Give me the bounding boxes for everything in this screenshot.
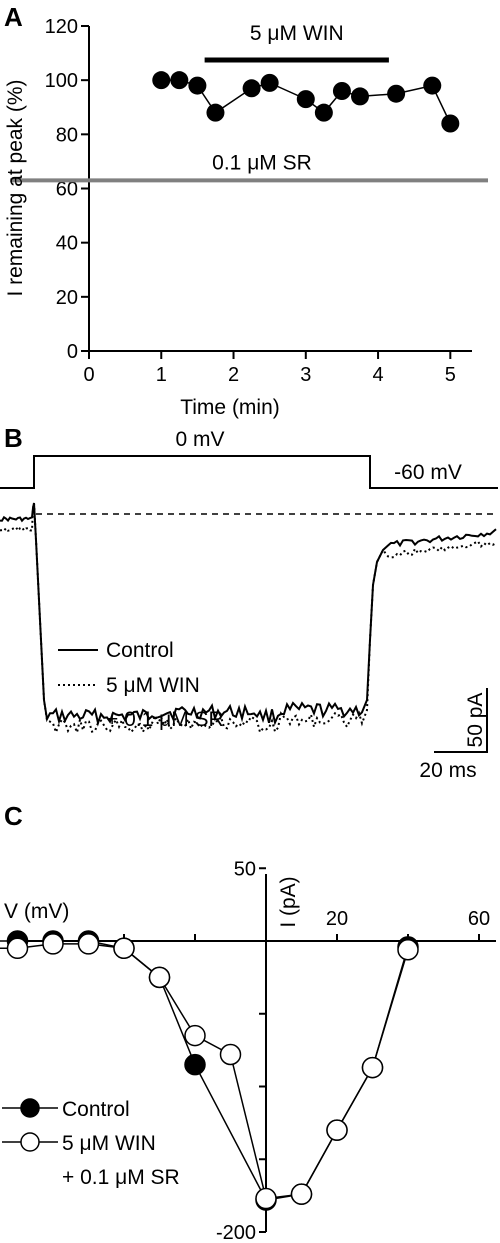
step-label-high: 0 mV <box>175 428 224 451</box>
win-sr-data-point <box>113 937 135 960</box>
data-point <box>332 82 351 100</box>
y-tick-label: 100 <box>45 70 78 92</box>
win-sr-data-point <box>6 937 29 960</box>
iv-series-line <box>0 943 409 1200</box>
panel-letter-b: B <box>4 423 23 453</box>
legend-win-sr-marker <box>20 1132 40 1152</box>
data-point <box>206 103 225 122</box>
win-sr-data-point <box>397 938 419 961</box>
x-tick-label: 4 <box>372 364 383 386</box>
panel-a-x-label: Time (min) <box>180 396 280 419</box>
panel-c-x-ticks: 20 60 <box>52 908 490 941</box>
win-sr-data-point <box>148 966 171 989</box>
win-sr-data-point <box>184 1024 206 1047</box>
panel-a-series <box>152 71 460 133</box>
panel-b: B 0 mV -60 mV Control 5 μM WIN + 0.1 μM … <box>0 423 498 782</box>
win-sr-data-point <box>77 933 100 955</box>
voltage-step-protocol <box>0 455 498 489</box>
y-tick-label: 80 <box>56 124 78 146</box>
panel-c-y-ticks: 50 -200 <box>216 858 266 1243</box>
y-tick-label: 50 <box>234 858 256 880</box>
legend-control-label: Control <box>106 639 174 662</box>
win-sr-data-point <box>326 1119 348 1141</box>
legend-win-sr-label-line2: + 0.1 μM SR <box>62 1166 180 1189</box>
x-tick-label: 2 <box>228 364 239 386</box>
y-tick-label: 20 <box>56 287 78 309</box>
sr-application-label: 0.1 μM SR <box>212 151 312 174</box>
data-point <box>387 84 406 103</box>
win-sr-data-point <box>219 1043 242 1066</box>
win-sr-data-point <box>255 1187 277 1210</box>
panel-a-y-label: I remaining at peak (%) <box>4 79 27 296</box>
panel-a-x-ticks: 0 1 2 3 4 5 <box>83 351 456 386</box>
panel-a: A 0 20 40 60 80 100 120 0 1 2 3 4 5 5 μM WIN 0.1 μM… <box>4 2 488 419</box>
data-point <box>170 71 189 90</box>
data-point <box>188 76 207 95</box>
legend-win-sr-label: 5 μM WIN <box>106 674 200 697</box>
control-data-point <box>184 1053 206 1076</box>
scale-time-label: 20 ms <box>419 759 476 782</box>
panel-a-axes <box>88 26 472 352</box>
scale-current-label: 50 pA <box>464 693 487 748</box>
panel-a-y-ticks: 0 20 40 60 80 100 120 <box>45 16 89 363</box>
win-sr-data-point <box>290 1183 313 1205</box>
data-point <box>314 103 333 122</box>
legend-win-sr-label: 5 μM WIN <box>62 1132 156 1155</box>
y-tick-label: -200 <box>216 1222 256 1243</box>
win-sr-data-point <box>42 933 64 955</box>
x-tick-label: 1 <box>156 364 167 386</box>
panel-c-x-label: V (mV) <box>4 900 69 923</box>
x-tick-label: 3 <box>300 364 311 386</box>
trace-control <box>0 502 497 727</box>
step-label-low: -60 mV <box>394 461 462 484</box>
scale-bar <box>434 688 488 753</box>
panel-letter-a: A <box>4 2 23 32</box>
data-point <box>242 79 261 98</box>
data-point <box>441 114 460 133</box>
x-tick-label: 5 <box>445 364 456 386</box>
win-sr-data-point <box>361 1056 384 1079</box>
data-point <box>350 87 369 106</box>
panel-letter-c: C <box>4 801 23 831</box>
y-tick-label: 60 <box>56 179 78 201</box>
legend-control-label: Control <box>62 1098 130 1121</box>
panel-c-series <box>0 930 419 1211</box>
y-tick-label: 0 <box>67 341 78 363</box>
x-tick-label: 0 <box>83 364 94 386</box>
legend-win-sr-label-line2: + 0.1 μM SR <box>106 708 224 731</box>
panel-c: C 20 60 50-200 V (mV) I (pA) Control 5 μM… <box>0 801 496 1243</box>
win-application-label: 5 μM WIN <box>250 22 344 45</box>
data-point <box>152 71 171 90</box>
x-tick-label: 60 <box>468 908 490 930</box>
legend-control-marker <box>20 1098 40 1118</box>
x-tick-label: 20 <box>326 908 348 930</box>
y-tick-label: 40 <box>56 233 78 255</box>
trace-win-sr <box>0 502 497 736</box>
data-point <box>260 73 279 92</box>
panel-c-y-label: I (pA) <box>277 876 300 927</box>
y-tick-label: 120 <box>45 16 78 38</box>
data-point <box>423 76 442 95</box>
data-point <box>296 90 315 109</box>
